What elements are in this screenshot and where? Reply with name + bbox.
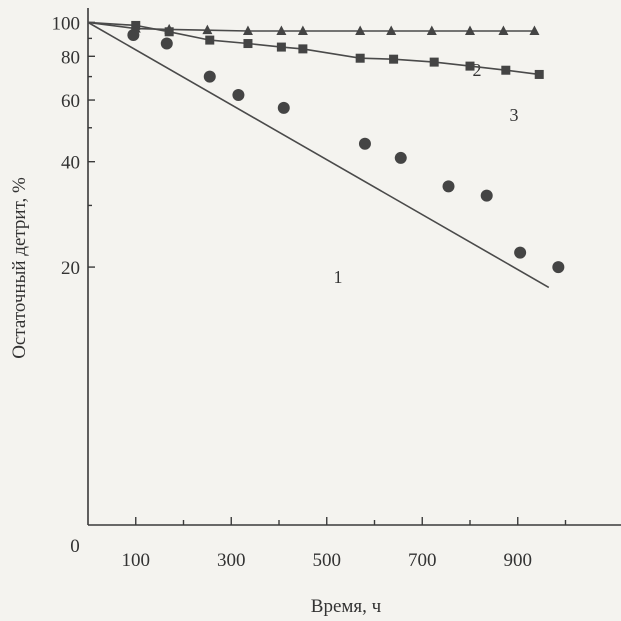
series-2-point-7 (355, 25, 366, 35)
series-1-point-5 (358, 137, 371, 150)
x-axis-title: Время, ч (311, 596, 382, 617)
axes (87, 8, 621, 526)
series-3-point-11 (501, 65, 511, 75)
series-3-point-12 (534, 69, 544, 79)
series-1-label: 1 (334, 267, 343, 287)
series-3-point-4 (243, 39, 253, 49)
series-2-point-3 (202, 24, 213, 35)
origin-label: 0 (70, 536, 80, 557)
x-tick-label-500: 500 (313, 550, 342, 571)
x-tick-label-700: 700 (408, 550, 437, 571)
series-3-point-7 (355, 53, 365, 63)
series-3-point-5 (276, 42, 286, 52)
series-1-point-6 (394, 151, 407, 164)
y-tick-label-100: 100 (52, 13, 81, 34)
series-2-label: 2 (473, 60, 482, 80)
y-tick-label-80: 80 (61, 47, 80, 68)
series-2-point-10 (465, 25, 475, 35)
series-1: 1 (87, 21, 565, 289)
series-3-point-10 (465, 61, 475, 71)
y-tick-label-60: 60 (61, 91, 80, 112)
series-1-point-9 (514, 246, 527, 259)
series-1-point-8 (480, 189, 493, 202)
series-2-point-4 (242, 25, 253, 35)
series-1-point-7 (442, 180, 455, 193)
series-3-point-1 (131, 20, 141, 30)
series-1-point-10 (552, 261, 565, 274)
y-tick-label-20: 20 (61, 258, 80, 279)
series-3-point-8 (389, 54, 399, 64)
y-axis-title: Остаточный детрит, % (9, 177, 30, 359)
series-1-fit-line (87, 21, 550, 289)
series-3-label: 3 (510, 105, 519, 125)
x-tick-label-900: 900 (504, 550, 533, 571)
series-1-point-3 (232, 89, 245, 102)
series-3-point-6 (298, 44, 308, 54)
series-3: 3 (87, 20, 544, 125)
series-2-point-5 (276, 25, 287, 35)
y-tick-label-40: 40 (61, 153, 80, 174)
series-3-point-2 (164, 27, 174, 37)
series-2-point-11 (498, 25, 509, 35)
series-1-point-4 (277, 101, 290, 114)
x-tick-label-300: 300 (217, 550, 246, 571)
x-tick-label-100: 100 (122, 550, 151, 571)
series-1-point-2 (203, 70, 216, 83)
series-layer: 1 2 3 (87, 20, 565, 289)
series-2-point-9 (426, 25, 437, 35)
series-2-point-12 (529, 25, 540, 35)
series-2-point-8 (386, 25, 397, 35)
series-2-point-6 (297, 25, 308, 35)
series-1-point-1 (160, 37, 173, 50)
series-3-point-9 (429, 57, 439, 67)
series-3-point-3 (205, 35, 215, 45)
